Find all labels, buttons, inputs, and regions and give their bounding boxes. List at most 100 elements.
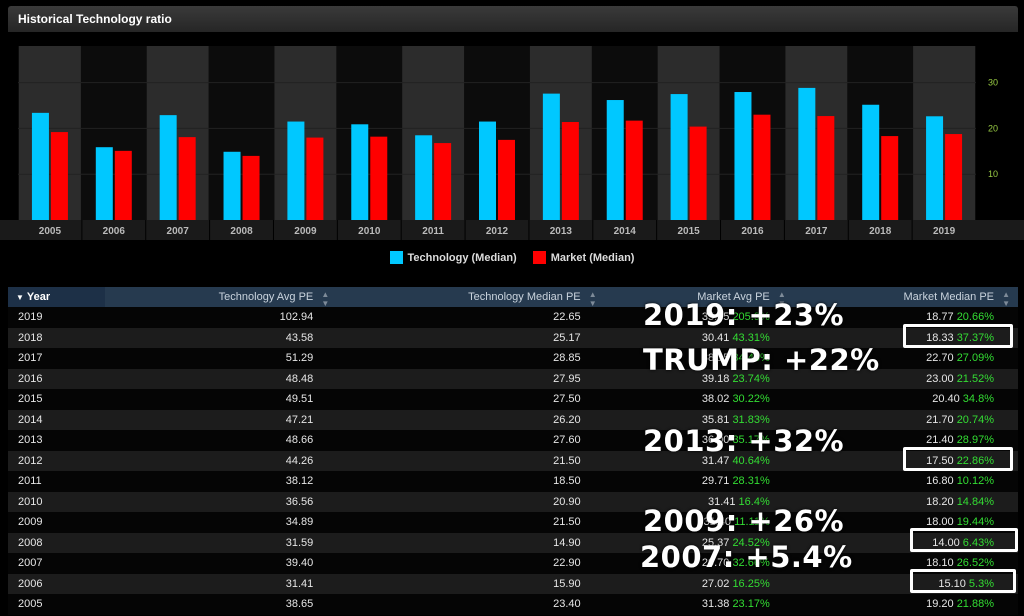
cell-tech-avg: 38.12	[105, 471, 337, 492]
cell-year: 2017	[8, 348, 105, 369]
x-tick-label: 2016	[741, 226, 764, 237]
cell-pct: 5.3%	[968, 577, 994, 590]
x-tick-label: 2013	[550, 226, 573, 237]
cell-tech-median: 27.95	[337, 369, 604, 390]
plot-band	[913, 46, 975, 220]
cell-market-avg: 36.00 35.17%	[605, 430, 794, 451]
table-row[interactable]: 2010 36.56 20.90 31.41 16.4% 18.20 14.84%	[8, 491, 1018, 512]
cell-value: 2005	[18, 598, 43, 611]
cell-market-median: 16.80 10.12%	[794, 471, 1018, 492]
cell-value: 15.10	[938, 577, 966, 590]
x-tick-label: 2009	[294, 226, 317, 237]
table-row[interactable]: 2005 38.65 23.40 31.38 23.17% 19.20 21.88%	[8, 594, 1018, 615]
table-row[interactable]: 2016 48.48 27.95 39.18 23.74% 23.00 21.52%	[8, 368, 1018, 390]
cell-market-avg: 27.02 16.25%	[605, 574, 794, 595]
bar-market	[178, 137, 196, 220]
cell-value: 14.90	[553, 536, 581, 549]
cell-year: 2007	[8, 553, 105, 574]
cell-pct: 31.83%	[732, 413, 770, 426]
cell-pct: 43.31%	[732, 331, 770, 344]
bar-chart: 10 20 30 2005 2006 2007 2008 2009 2010 2011 2012 20…	[0, 46, 1024, 240]
legend-item-technology[interactable]: Technology (Median)	[389, 251, 517, 264]
table-row[interactable]: 2009 34.89 21.50 31.40 11.11% 18.00 19.44%	[8, 512, 1018, 533]
table-row[interactable]: 2018 43.58 25.17 30.41 43.31% 18.33 37.37%	[8, 327, 1018, 349]
legend-item-market[interactable]: Market (Median)	[532, 251, 634, 264]
cell-value: 27.02	[701, 577, 730, 590]
header-year[interactable]: ▼ Year	[8, 287, 105, 307]
bar-technology	[606, 100, 624, 220]
cell-year: 2008	[8, 533, 105, 554]
cell-market-avg: 35.35 205.9%	[605, 307, 794, 328]
cell-value: 49.51	[285, 393, 314, 406]
cell-tech-avg: 34.89	[105, 512, 337, 533]
cell-tech-avg: 43.58	[105, 328, 337, 349]
cell-market-median: 21.70 20.74%	[794, 410, 1018, 431]
legend-swatch-technology	[389, 251, 403, 264]
cell-year: 2013	[8, 430, 105, 451]
cell-value: 18.33	[926, 331, 954, 344]
header-tech-median-label: Technology Median PE	[468, 291, 581, 303]
cell-value: 18.50	[553, 475, 581, 488]
bar-market	[561, 122, 579, 220]
legend-swatch-market	[532, 251, 546, 264]
table-row[interactable]: 2007 39.40 22.90 29.70 32.66% 18.10 26.52%	[8, 553, 1018, 574]
cell-market-median: 15.10 5.3%	[794, 574, 1018, 595]
table-row[interactable]: 2015 49.51 27.50 38.02 30.22% 20.40 34.8%	[8, 389, 1018, 410]
table-row[interactable]: 2012 44.26 21.50 31.47 40.64% 17.50 22.86%	[8, 450, 1018, 472]
cell-market-median: 22.70 27.09%	[794, 348, 1018, 369]
bar-technology	[926, 116, 944, 220]
cell-value: 35.35	[701, 311, 730, 324]
bar-market	[498, 139, 515, 220]
cell-tech-avg: 31.59	[105, 533, 337, 554]
table-row[interactable]: 2008 31.59 14.90 25.37 24.52% 14.00 6.43%	[8, 532, 1018, 554]
cell-value: 22.70	[926, 352, 954, 365]
header-market-median-label: Market Median PE	[903, 291, 994, 303]
bar-technology	[798, 87, 816, 220]
cell-value: 15.90	[553, 577, 581, 590]
cell-value: 2012	[18, 454, 43, 467]
header-market-median[interactable]: Market Median PE ▲ ▼	[794, 287, 1018, 308]
cell-pct: 205.9%	[732, 311, 770, 324]
header-year-label: Year	[26, 291, 51, 303]
header-tech-avg[interactable]: Technology Avg PE ▲ ▼	[105, 287, 337, 308]
table-row[interactable]: 2017 51.29 28.85 38.15 34.45% 22.70 27.09%	[8, 348, 1018, 369]
cell-market-avg: 31.38 23.17%	[605, 594, 794, 615]
cell-pct: 20.66%	[956, 311, 994, 324]
table-row[interactable]: 2014 47.21 26.20 35.81 31.83% 21.70 20.74%	[8, 409, 1018, 431]
cell-pct: 22.86%	[956, 454, 994, 467]
header-market-avg[interactable]: Market Avg PE ▲ ▼	[605, 287, 794, 308]
cell-value: 29.70	[701, 557, 730, 570]
x-tick-label: 2015	[677, 226, 700, 237]
cell-value: 2019	[18, 311, 43, 324]
cell-value: 29.71	[701, 475, 730, 488]
header-tech-median[interactable]: Technology Median PE ▲ ▼	[337, 287, 604, 308]
cell-market-median: 18.77 20.66%	[794, 307, 1018, 328]
cell-tech-median: 18.50	[337, 471, 604, 492]
cell-value: 22.65	[553, 311, 581, 324]
cell-value: 25.37	[701, 536, 730, 549]
pe-table: ▼ Year Technology Avg PE ▲ ▼ Technology Med…	[8, 287, 1018, 615]
cell-tech-avg: 47.21	[105, 410, 337, 431]
cell-market-avg: 29.70 32.66%	[605, 553, 794, 574]
cell-value: 34.89	[285, 516, 314, 529]
table-row[interactable]: 2019 102.94 22.65 35.35 205.9% 18.77 20.66%	[8, 307, 1018, 328]
y-tick-label: 10	[988, 169, 998, 179]
cell-tech-median: 21.50	[337, 451, 604, 472]
cell-pct: 20.74%	[956, 413, 994, 426]
cell-tech-median: 22.90	[337, 553, 604, 574]
table-row[interactable]: 2011 38.12 18.50 29.71 28.31% 16.80 10.12%	[8, 471, 1018, 492]
cell-value: 36.56	[285, 495, 314, 508]
table-row[interactable]: 2013 48.66 27.60 36.00 35.17% 21.40 28.97%	[8, 430, 1018, 451]
table-row[interactable]: 2006 31.41 15.90 27.02 16.25% 15.10 5.3%	[8, 573, 1018, 595]
cell-pct: 26.52%	[956, 557, 994, 570]
cell-tech-median: 15.90	[337, 574, 604, 595]
plot-band	[657, 46, 720, 220]
bar-technology	[351, 124, 369, 220]
cell-pct: 28.31%	[732, 475, 770, 488]
cell-market-median: 18.00 19.44%	[794, 512, 1018, 533]
cell-value: 102.94	[279, 311, 314, 324]
cell-value: 21.50	[553, 454, 581, 467]
cell-tech-avg: 49.51	[105, 389, 337, 410]
cell-value: 2009	[18, 516, 43, 529]
bar-technology	[479, 121, 496, 220]
